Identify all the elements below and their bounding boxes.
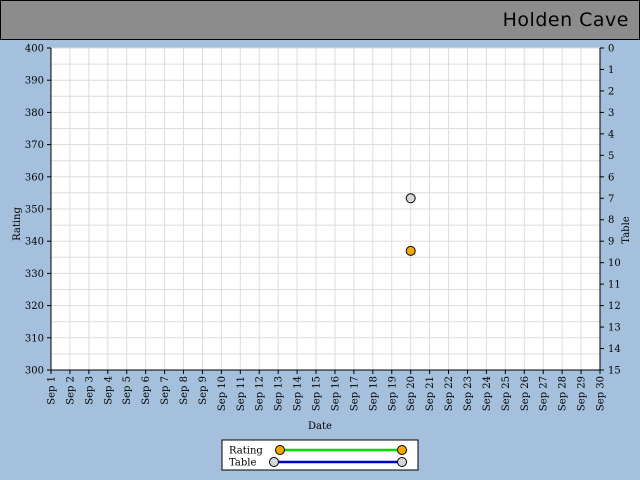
x-axis-label: Date [308, 421, 332, 432]
legend-marker [397, 457, 407, 467]
x-tick-label: Sep 5 [122, 376, 133, 405]
y2-tick-label: 1 [608, 65, 614, 76]
x-tick-label: Sep 30 [596, 376, 607, 411]
x-tick-label: Sep 4 [103, 376, 114, 405]
data-point-rating [405, 245, 416, 256]
legend-label: Rating [229, 446, 263, 457]
y-tick-label: 320 [25, 301, 44, 312]
y-tick-label: 390 [25, 76, 44, 87]
legend-marker [269, 457, 279, 467]
x-tick-label: Sep 3 [84, 376, 95, 405]
y-tick-label: 310 [25, 333, 44, 344]
x-tick-label: Sep 20 [406, 376, 417, 411]
x-tick-label: Sep 24 [482, 376, 493, 411]
x-tick-label: Sep 22 [444, 376, 455, 411]
x-tick-label: Sep 27 [539, 376, 550, 411]
x-tick-label: Sep 18 [368, 376, 379, 411]
legend-marker [397, 445, 407, 455]
x-tick-label: Sep 13 [274, 376, 285, 411]
x-tick-label: Sep 21 [425, 376, 436, 411]
y-tick-label: 330 [25, 269, 44, 280]
x-tick-label: Sep 1 [47, 376, 58, 405]
y2-tick-label: 13 [608, 323, 621, 334]
y-tick-label: 350 [25, 205, 44, 216]
x-tick-label: Sep 19 [387, 376, 398, 411]
y-tick-label: 300 [25, 366, 44, 377]
x-tick-label: Sep 11 [236, 376, 247, 411]
legend-box [221, 439, 419, 471]
x-tick-label: Sep 6 [141, 376, 152, 405]
y2-tick-label: 9 [608, 237, 614, 248]
x-tick-label: Sep 8 [179, 376, 190, 405]
x-tick-label: Sep 2 [65, 376, 76, 405]
y2-tick-label: 14 [608, 344, 621, 355]
x-tick-label: Sep 12 [255, 376, 266, 411]
x-tick-label: Sep 26 [520, 376, 531, 411]
y2-tick-label: 8 [608, 215, 614, 226]
y-tick-label: 360 [25, 172, 44, 183]
y2-tick-label: 5 [608, 151, 614, 162]
grid-lines [50, 47, 601, 371]
y2-tick-label: 0 [608, 44, 614, 55]
y-axis-label: Rating [12, 207, 23, 241]
x-tick-label: Sep 28 [558, 376, 569, 411]
x-tick-label: Sep 25 [501, 376, 512, 411]
y2-tick-label: 10 [608, 258, 621, 269]
left-axis-ticks: 300 310 320 330 340 350 360 370 380 390 400 [25, 44, 51, 377]
x-tick-label: Sep 23 [463, 376, 474, 411]
legend-label: Table [229, 458, 256, 469]
y2-tick-label: 15 [608, 366, 621, 377]
y2-tick-label: 7 [608, 194, 614, 205]
y2-tick-label: 4 [608, 129, 614, 140]
legend-marker [275, 445, 285, 455]
x-tick-label: Sep 15 [312, 376, 323, 411]
page-title: Holden Cave [502, 9, 629, 31]
y-tick-label: 340 [25, 237, 44, 248]
y2-tick-label: 11 [608, 280, 621, 291]
y2-tick-label: 3 [608, 108, 614, 119]
x-tick-label: Sep 16 [330, 376, 341, 411]
header-bar: Holden Cave [0, 0, 640, 40]
y-tick-label: 400 [25, 44, 44, 55]
x-tick-label: Sep 10 [217, 376, 228, 411]
x-axis-ticks: Sep 1 Sep 2 Sep 3 Sep 4 Sep 5 Sep 6 Sep 7 Sep 8… [47, 370, 607, 411]
y2-axis-label: Table [621, 216, 632, 243]
y2-tick-label: 6 [608, 172, 614, 183]
x-tick-label: Sep 14 [293, 376, 304, 411]
y2-tick-label: 2 [608, 86, 614, 97]
x-tick-label: Sep 17 [349, 376, 360, 411]
y2-tick-label: 12 [608, 301, 621, 312]
x-tick-label: Sep 9 [198, 376, 209, 405]
data-points [405, 193, 416, 256]
y-tick-label: 370 [25, 140, 44, 151]
data-point-table [405, 193, 416, 204]
y-tick-label: 380 [25, 108, 44, 119]
x-tick-label: Sep 7 [160, 376, 171, 405]
x-tick-label: Sep 29 [577, 376, 588, 411]
